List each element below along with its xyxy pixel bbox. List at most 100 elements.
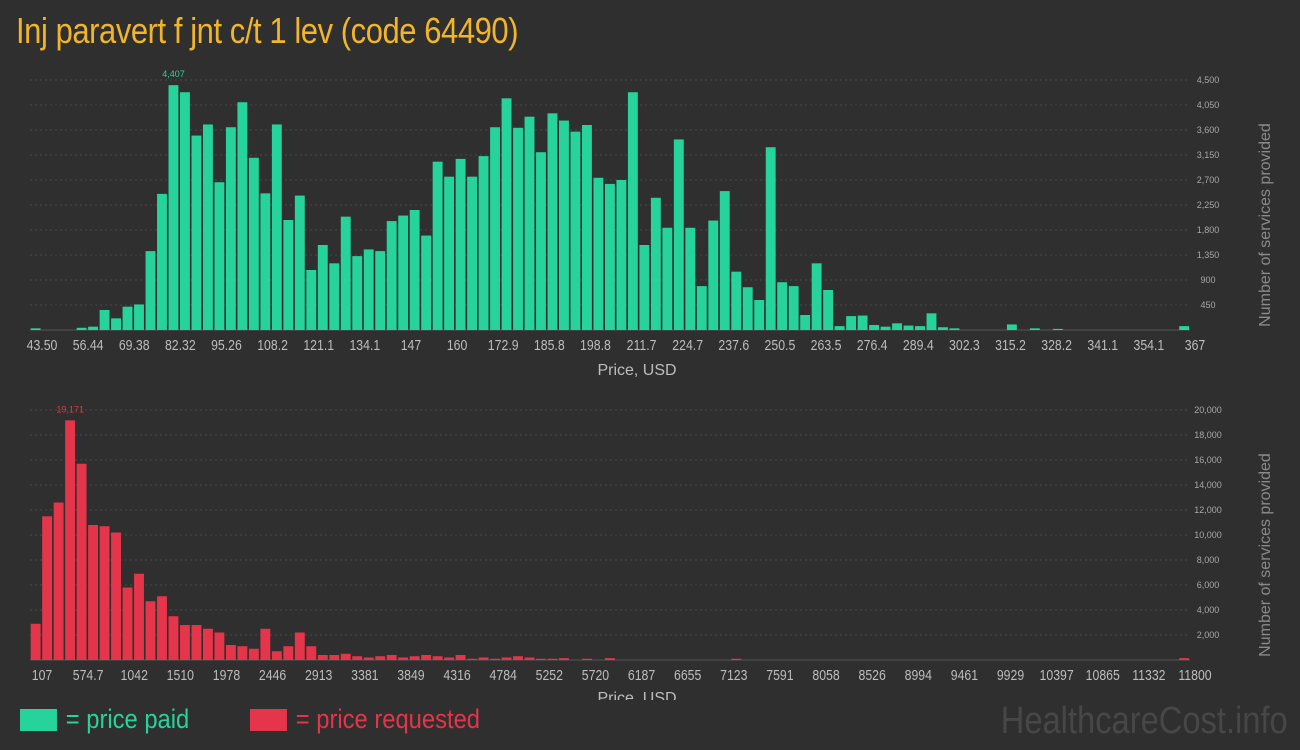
x-tick-label: 6655 — [674, 667, 702, 683]
bar — [409, 656, 420, 660]
bar — [501, 657, 512, 660]
bar — [202, 124, 213, 330]
x-tick-label: 341.1 — [1087, 337, 1118, 353]
bar — [180, 625, 190, 660]
y-tick-label: 16,000 — [1194, 455, 1222, 465]
bar — [271, 651, 282, 660]
bar — [490, 127, 500, 330]
bar — [708, 220, 719, 330]
x-tick-label: 328.2 — [1041, 337, 1072, 353]
x-axis-title: Price, USD — [597, 690, 676, 700]
bar — [363, 249, 374, 330]
x-tick-label: 367 — [1185, 337, 1206, 353]
bar — [524, 657, 535, 660]
y-tick-label: 6,000 — [1197, 580, 1220, 590]
bar — [99, 310, 110, 330]
x-tick-label: 185.8 — [534, 337, 565, 353]
y-tick-label: 450 — [1200, 300, 1215, 310]
bar — [1006, 324, 1017, 330]
legend-paid-label: = price paid — [65, 704, 190, 734]
bar — [329, 655, 340, 660]
x-tick-label: 1510 — [167, 667, 195, 683]
bar — [398, 657, 409, 660]
bar — [926, 313, 937, 330]
bar — [536, 658, 546, 660]
x-tick-label: 5720 — [582, 667, 610, 683]
x-tick-label: 7123 — [720, 667, 748, 683]
bar — [294, 632, 305, 660]
x-tick-label: 8994 — [905, 667, 933, 683]
bar — [352, 256, 363, 330]
y-tick-label: 2,700 — [1197, 175, 1220, 185]
bar — [214, 182, 225, 330]
bar — [467, 658, 478, 660]
x-tick-label: 160 — [447, 337, 468, 353]
bar — [65, 420, 76, 660]
y-tick-label: 3,600 — [1197, 125, 1220, 135]
bar — [306, 646, 317, 660]
bar — [294, 195, 305, 330]
bar — [892, 323, 902, 330]
x-tick-label: 69.38 — [119, 337, 150, 353]
bar — [409, 210, 420, 330]
bar — [168, 85, 179, 330]
bar — [547, 113, 558, 330]
x-tick-label: 8058 — [812, 667, 840, 683]
bar — [202, 628, 213, 660]
bar — [237, 102, 248, 330]
bar — [111, 532, 121, 660]
x-tick-label: 4316 — [443, 667, 471, 683]
bar — [834, 326, 845, 330]
bar — [490, 658, 500, 660]
x-tick-label: 276.4 — [857, 337, 888, 353]
bar — [53, 502, 64, 660]
bar — [949, 328, 960, 330]
bar — [501, 98, 512, 330]
y-tick-label: 900 — [1200, 275, 1215, 285]
bar — [455, 158, 466, 330]
x-tick-label: 574.7 — [73, 667, 104, 683]
x-tick-label: 2446 — [259, 667, 287, 683]
bar — [696, 286, 707, 330]
x-tick-label: 5252 — [536, 667, 563, 683]
x-tick-label: 4784 — [490, 667, 518, 683]
legend-paid-swatch — [20, 709, 57, 731]
bar — [42, 516, 53, 660]
x-tick-label: 9461 — [951, 667, 978, 683]
bar — [214, 632, 225, 660]
x-tick-label: 302.3 — [949, 337, 980, 353]
x-tick-label: 1978 — [213, 667, 241, 683]
bar — [731, 271, 742, 330]
bar — [30, 328, 41, 330]
x-tick-label: 56.44 — [73, 337, 104, 353]
bar — [30, 623, 41, 660]
bar — [444, 657, 455, 660]
bar — [742, 287, 753, 330]
y-tick-label: 3,150 — [1197, 150, 1220, 160]
x-tick-label: 263.5 — [811, 337, 842, 353]
bar — [915, 326, 925, 330]
bar — [777, 282, 788, 330]
x-tick-label: 10397 — [1040, 667, 1074, 683]
bar — [111, 318, 121, 330]
bar — [306, 270, 317, 330]
bar — [467, 176, 478, 330]
y-tick-label: 1,350 — [1197, 250, 1220, 260]
watermark: HealthcareCost.info — [1000, 700, 1288, 742]
bar — [616, 180, 627, 330]
bar — [421, 235, 432, 330]
bar — [432, 161, 443, 330]
peak-data-label: 4,407 — [162, 69, 185, 79]
bar — [225, 645, 236, 660]
x-tick-label: 121.1 — [303, 337, 334, 353]
bar — [283, 646, 294, 660]
y-tick-label: 14,000 — [1194, 480, 1222, 490]
bar — [386, 221, 397, 330]
x-tick-label: 7591 — [766, 667, 793, 683]
bar — [903, 325, 914, 330]
bar — [168, 616, 179, 660]
peak-data-label: 19,171 — [56, 404, 84, 414]
x-tick-label: 43.50 — [27, 337, 58, 353]
bar — [846, 316, 857, 330]
y-axis-title: Number of services provided — [1257, 123, 1274, 327]
